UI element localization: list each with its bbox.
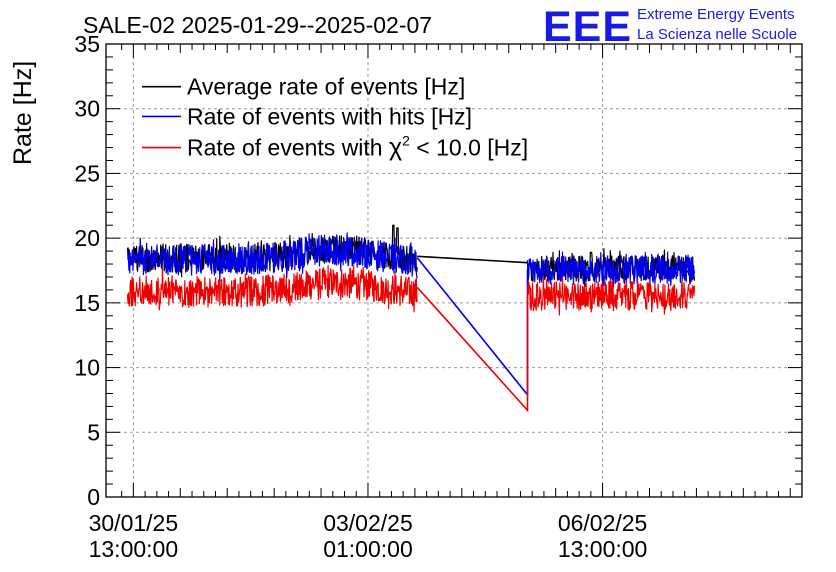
eee-logo-mark: EEE [543,3,632,51]
series-2 [126,232,696,398]
x-tick-label-date: 30/01/25 [89,510,179,536]
legend-label-2: Rate of events with hits [Hz] [187,103,472,129]
y-tick-label: 0 [87,484,100,510]
y-tick-label: 15 [74,290,100,316]
axes: 0510152025303530/01/2513:00:0003/02/2501… [74,31,803,562]
series-3-segment [526,275,696,316]
y-axis-label: Rate [Hz] [9,61,37,165]
chart-title: SALE-02 2025-01-29--2025-02-07 [83,12,432,38]
x-tick-label-time: 13:00:00 [558,536,648,562]
series-2-segment [526,251,696,287]
y-tick-label: 5 [87,419,100,445]
series-2-segment [126,232,418,282]
legend: Average rate of events [Hz] Rate of event… [142,74,528,162]
legend-label-3: Rate of events with χ2 < 10.0 [Hz] [187,133,528,162]
y-tick-label: 25 [74,160,100,186]
x-tick-label-time: 01:00:00 [323,536,413,562]
eee-logo-line1: Extreme Energy Events [637,6,795,23]
series-group [126,224,696,413]
y-tick-label: 10 [74,355,100,381]
plot-frame [105,43,803,498]
series-3-gap-line [416,286,529,413]
legend-label-1: Average rate of events [Hz] [187,74,465,100]
eee-logo: EEE Extreme Energy Events La Scienza nel… [543,3,797,51]
y-tick-label: 30 [74,96,100,122]
x-tick-label-date: 06/02/25 [558,510,648,536]
series-3-segment [126,265,418,313]
series-2-gap-line [416,257,529,398]
grid [106,44,802,497]
y-tick-label: 35 [74,31,100,57]
x-tick-label-date: 03/02/25 [323,510,413,536]
series-1-gap-line [417,255,528,264]
series-3 [126,265,696,413]
eee-logo-line2: La Scienza nelle Scuole [637,26,797,43]
y-tick-label: 20 [74,225,100,251]
x-tick-label-time: 13:00:00 [89,536,179,562]
